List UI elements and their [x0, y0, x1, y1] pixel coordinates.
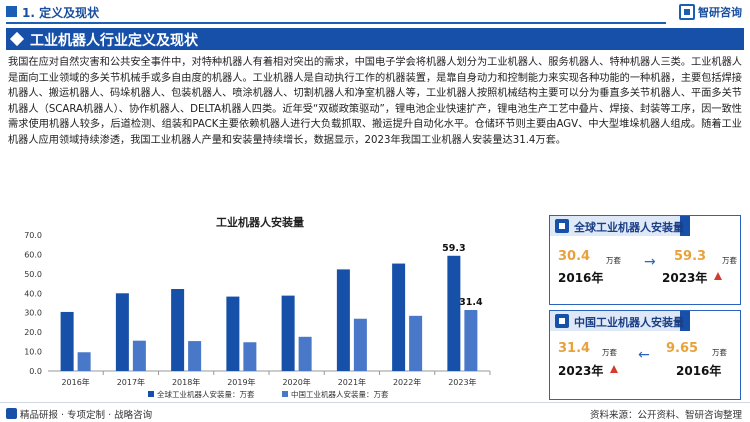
footer: 精品研报 · 专项定制 · 战略咨询 资料来源：公开资料、智研咨询整理: [0, 402, 750, 422]
card-header: 中国工业机器人安装量: [550, 311, 739, 331]
y-tick-label: 30.0: [24, 309, 42, 318]
trend-up-icon: [610, 365, 618, 373]
x-tick-label: 2016年: [61, 377, 89, 387]
top-bar: 1. 定义及现状 智研咨询: [0, 0, 750, 24]
legend-swatch: [282, 391, 288, 397]
global-2023-value: 59.3: [674, 249, 707, 264]
global-2016-year: 2016年: [558, 271, 604, 285]
arrow-left-icon: ←: [638, 347, 650, 363]
bar-global: [60, 311, 74, 371]
footer-tagline: 精品研报 · 专项定制 · 战略咨询: [20, 410, 153, 421]
bar-global: [171, 289, 185, 371]
x-tick-label: 2022年: [393, 377, 421, 387]
chart-title: 工业机器人安装量: [216, 216, 304, 229]
page-title: 工业机器人行业定义及现状: [30, 33, 198, 49]
bar-china: [409, 315, 423, 371]
footer-logo-icon: [6, 408, 17, 419]
bar-global: [115, 293, 129, 371]
brand-name: 智研咨询: [698, 6, 742, 19]
bar-china: [77, 352, 91, 371]
page-title-bar: 工业机器人行业定义及现状: [6, 28, 744, 50]
global-2023-year: 2023年: [662, 271, 708, 285]
header-divider: [6, 22, 666, 24]
china-2016-year: 2016年: [676, 364, 722, 378]
x-tick-label: 2021年: [338, 377, 366, 387]
body-paragraph: 我国在应对自然灾害和公共安全事件中，对特种机器人有着相对突出的需求，中国电子学会…: [8, 57, 742, 146]
bar-global: [392, 263, 406, 371]
x-tick-label: 2017年: [117, 377, 145, 387]
global-2016-unit: 万套: [606, 256, 621, 265]
y-tick-label: 40.0: [24, 289, 42, 298]
bar-china: [298, 336, 312, 371]
card-title: 全球工业机器人安装量: [574, 221, 684, 234]
china-2023-unit: 万套: [602, 348, 617, 357]
arrow-right-icon: →: [644, 254, 656, 270]
title-diamond-icon: [9, 31, 25, 47]
data-label-global-2023: 59.3: [442, 243, 465, 254]
y-tick-label: 20.0: [24, 328, 42, 337]
x-tick-label: 2019年: [227, 377, 255, 387]
footer-source: 资料来源：公开资料、智研咨询整理: [589, 410, 742, 421]
bar-global: [281, 295, 295, 371]
section-marker-icon: [6, 6, 17, 17]
bar-global: [447, 255, 461, 371]
china-2016-unit: 万套: [712, 348, 727, 357]
global-installation-card: 全球工业机器人安装量 30.4 万套 2016年 → 59.3 万套 2023年: [549, 215, 741, 305]
y-tick-label: 60.0: [24, 250, 42, 259]
x-tick-label: 2023年: [448, 377, 476, 387]
china-2016-value: 9.65: [666, 341, 699, 356]
legend-label: 全球工业机器人安装量：万套: [157, 389, 255, 399]
y-tick-label: 0.0: [29, 367, 42, 376]
y-tick-label: 50.0: [24, 270, 42, 279]
card-title: 中国工业机器人安装量: [574, 316, 684, 329]
y-tick-label: 70.0: [24, 231, 42, 240]
bar-global: [226, 296, 240, 371]
section-title: 1. 定义及现状: [22, 6, 100, 20]
x-tick-label: 2018年: [172, 377, 200, 387]
legend-label: 中国工业机器人安装量：万套: [291, 389, 389, 399]
china-installation-card: 中国工业机器人安装量 31.4 万套 2023年 ← 9.65 万套 2016年: [549, 310, 741, 400]
data-label-china-2023: 31.4: [459, 297, 483, 308]
robot-arm-icon: [555, 314, 569, 328]
bar-chart: 0.0 10.0 20.0 30.0 40.0 50.0 60.0 70.0 2016年 2017…: [24, 231, 491, 399]
bar-china: [188, 341, 202, 371]
brand-logo-icon: [679, 4, 695, 20]
card-header: 全球工业机器人安装量: [550, 216, 739, 236]
china-2023-value: 31.4: [558, 341, 591, 356]
legend-swatch: [148, 391, 154, 397]
china-2023-year: 2023年: [558, 364, 604, 378]
global-2023-unit: 万套: [722, 256, 737, 265]
global-2016-value: 30.4: [558, 249, 591, 264]
trend-up-icon: [714, 272, 722, 280]
bar-china: [353, 318, 367, 371]
brand-logo: 智研咨询: [679, 3, 742, 21]
bar-global: [336, 269, 350, 371]
bar-china: [243, 342, 257, 371]
bar-china: [132, 340, 146, 371]
x-tick-label: 2020年: [282, 377, 310, 387]
robot-arm-icon: [555, 219, 569, 233]
y-tick-label: 10.0: [24, 348, 42, 357]
bar-china: [464, 309, 478, 371]
